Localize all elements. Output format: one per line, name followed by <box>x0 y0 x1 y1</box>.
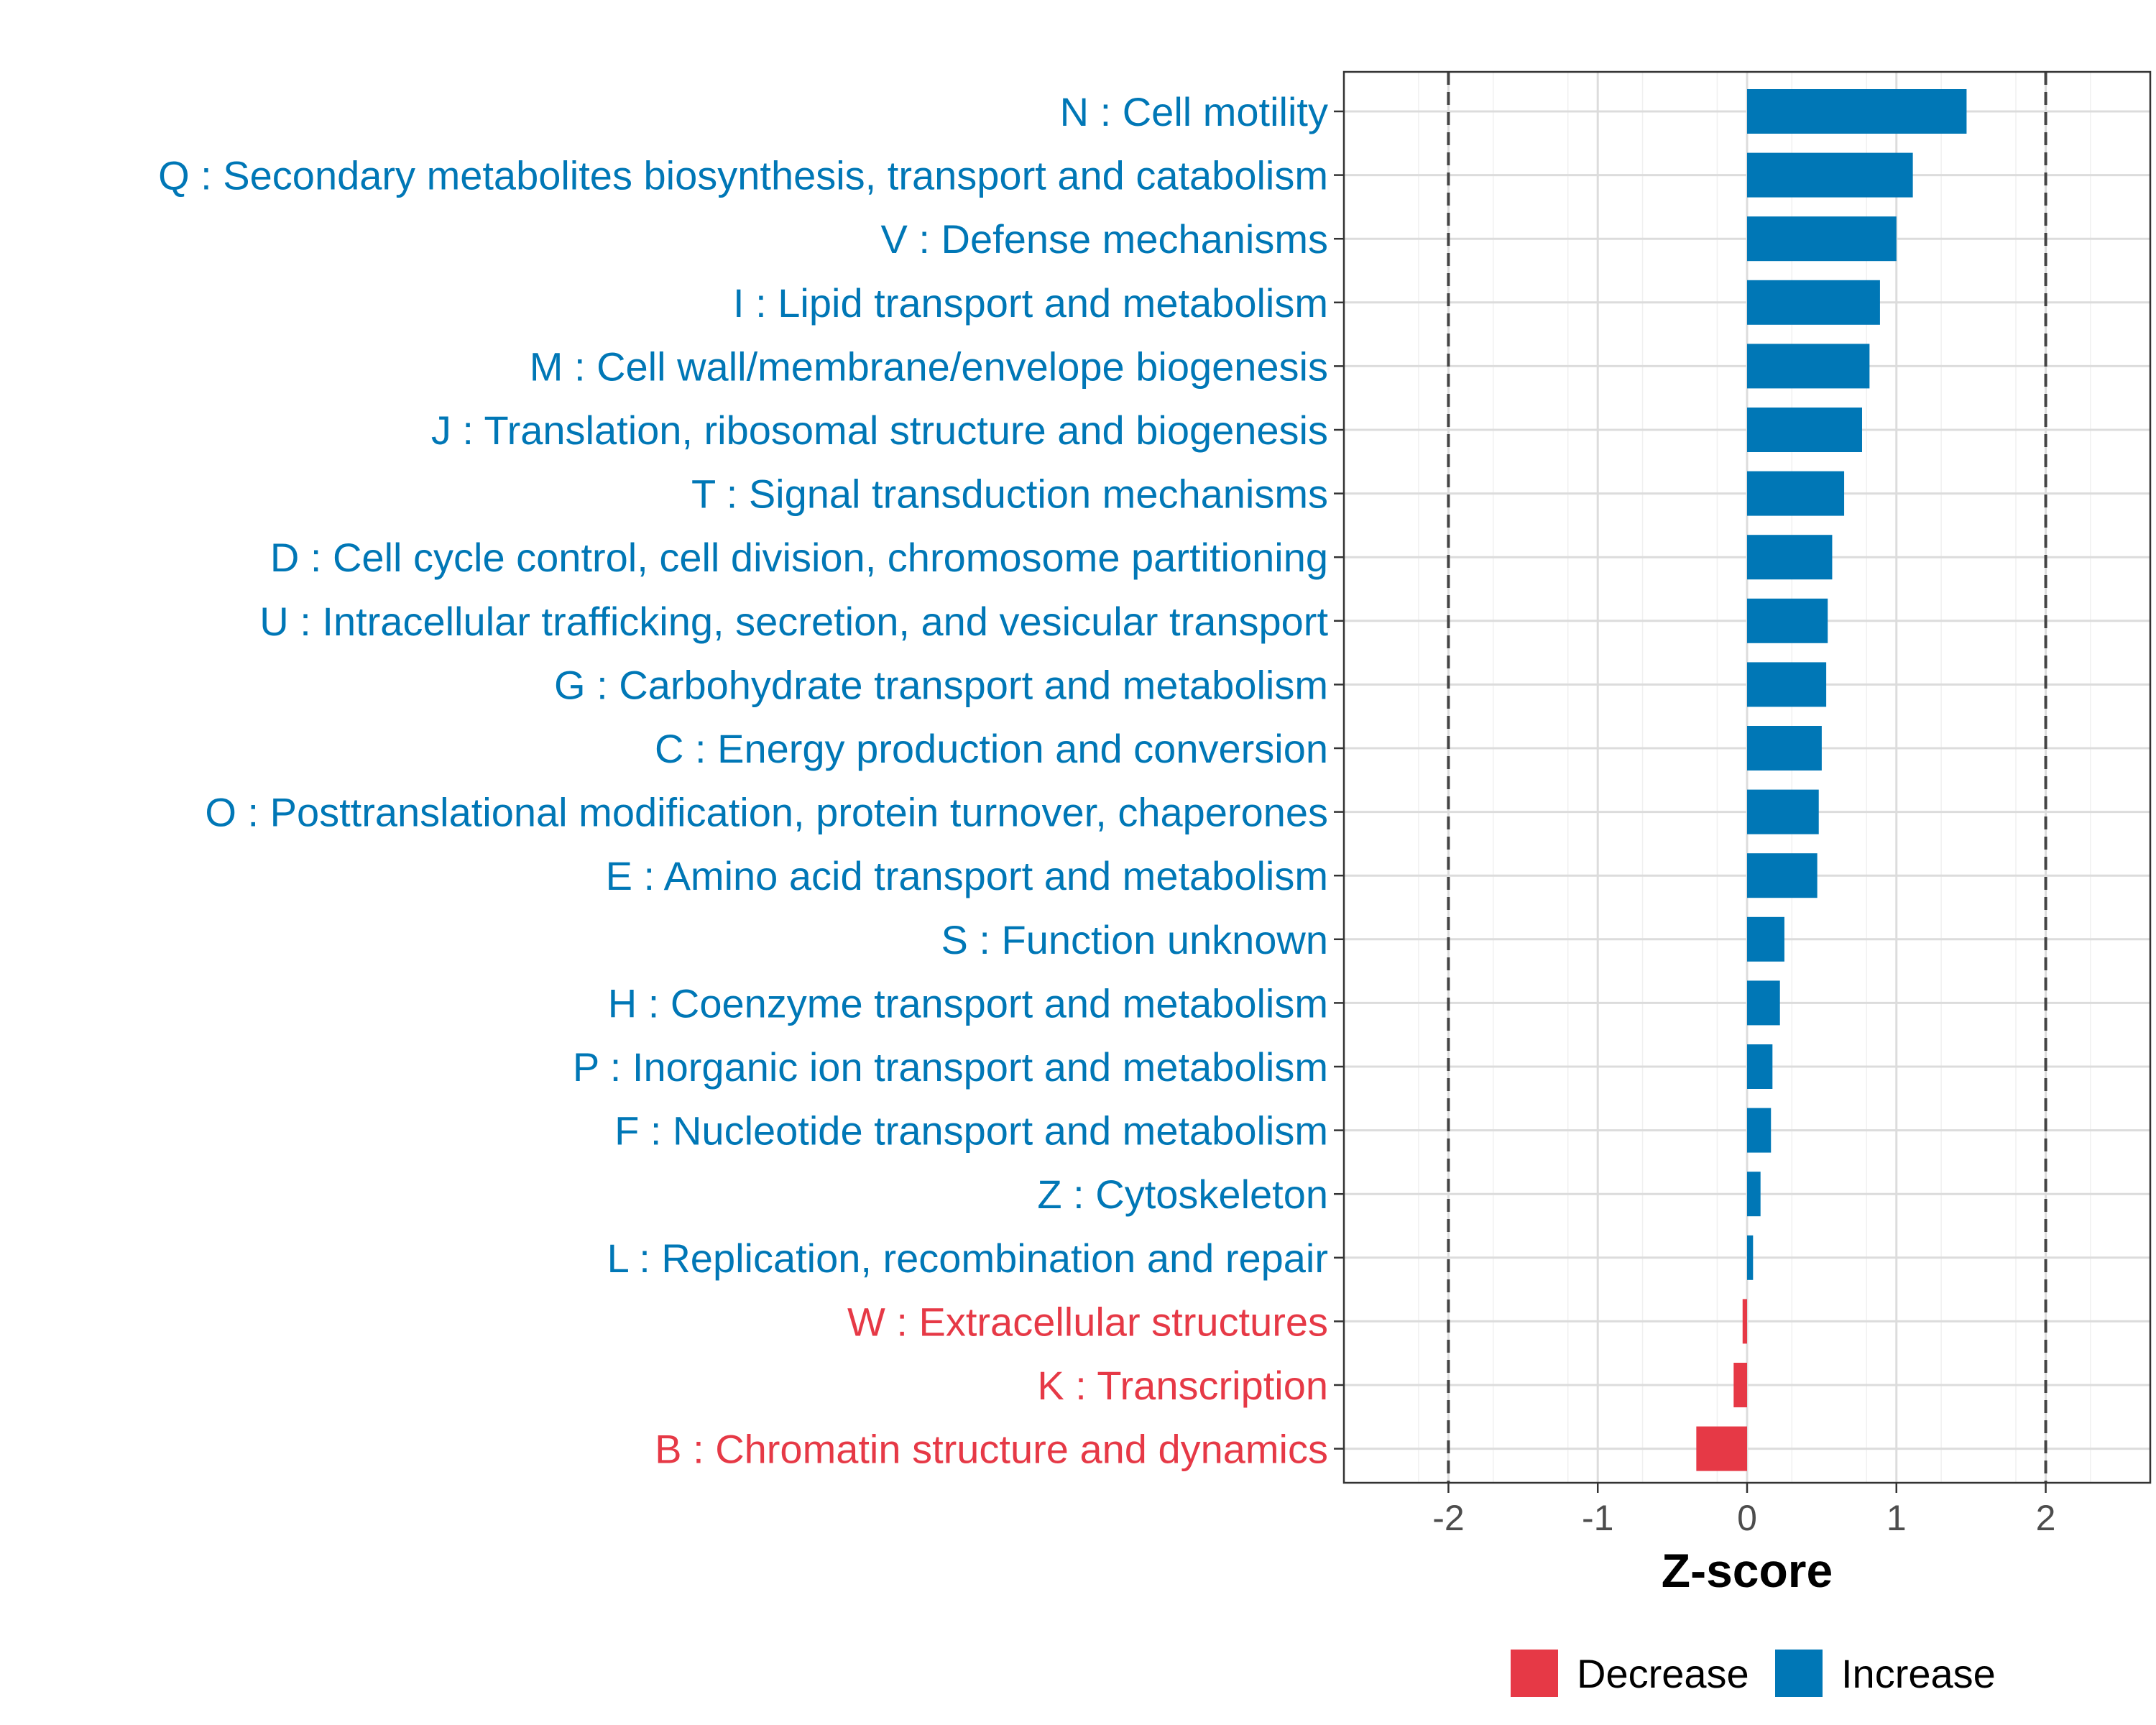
bars <box>1696 89 1967 1471</box>
category-label: E : Amino acid transport and metabolism <box>606 853 1328 898</box>
category-labels: N : Cell motility Q : Secondary metabolit… <box>158 89 1328 1472</box>
category-label: W : Extracellular structures <box>847 1299 1328 1344</box>
bar <box>1747 853 1818 898</box>
category-label: M : Cell wall/membrane/envelope biogenes… <box>530 344 1328 389</box>
bar <box>1747 471 1845 516</box>
category-label: P : Inorganic ion transport and metaboli… <box>573 1044 1328 1090</box>
category-label: G : Carbohydrate transport and metabolis… <box>554 662 1328 707</box>
bar <box>1747 598 1828 643</box>
bar <box>1747 1172 1761 1217</box>
y-axis-ticks <box>1334 110 1344 1450</box>
category-label: Q : Secondary metabolites biosynthesis, … <box>158 153 1328 198</box>
legend: Decrease Increase <box>1511 1650 1996 1697</box>
category-label: B : Chromatin structure and dynamics <box>655 1427 1328 1472</box>
reference-lines <box>1447 72 2047 1483</box>
legend-label-increase: Increase <box>1841 1651 1996 1696</box>
bar <box>1733 1363 1747 1407</box>
category-label: F : Nucleotide transport and metabolism <box>614 1108 1328 1154</box>
legend-key-decrease <box>1511 1650 1558 1697</box>
x-axis-ticks: -2 -1 0 1 2 <box>1432 1483 2055 1538</box>
category-label: K : Transcription <box>1037 1363 1328 1408</box>
category-label: V : Defense mechanisms <box>881 216 1328 262</box>
bar <box>1747 1044 1773 1089</box>
bar <box>1747 280 1880 325</box>
category-label: N : Cell motility <box>1060 89 1328 134</box>
category-label: H : Coenzyme transport and metabolism <box>608 980 1328 1026</box>
x-tick-label: 1 <box>1886 1498 1907 1538</box>
category-label: S : Function unknown <box>941 917 1328 962</box>
category-label: D : Cell cycle control, cell division, c… <box>270 535 1328 580</box>
category-label: O : Posttranslational modification, prot… <box>205 790 1328 835</box>
bar <box>1696 1426 1747 1471</box>
x-tick-label: -2 <box>1432 1498 1464 1538</box>
bar <box>1747 726 1822 770</box>
bar <box>1747 152 1913 198</box>
bar <box>1742 1299 1747 1344</box>
x-tick-label: 2 <box>2036 1498 2056 1538</box>
bar <box>1747 535 1833 580</box>
bar <box>1747 1235 1754 1280</box>
x-axis-title: Z-score <box>1662 1544 1833 1597</box>
bar <box>1747 789 1819 834</box>
legend-label-decrease: Decrease <box>1577 1651 1749 1696</box>
bar <box>1747 216 1897 262</box>
category-label: L : Replication, recombination and repai… <box>607 1236 1328 1281</box>
bar <box>1747 408 1862 452</box>
bar <box>1747 662 1827 707</box>
x-tick-label: 0 <box>1737 1498 1757 1538</box>
legend-key-increase <box>1775 1650 1823 1697</box>
category-label: C : Energy production and conversion <box>655 726 1328 771</box>
category-label: U : Intracellular trafficking, secretion… <box>259 599 1328 644</box>
x-tick-label: -1 <box>1582 1498 1613 1538</box>
bar <box>1747 1108 1772 1153</box>
bar <box>1747 980 1780 1026</box>
category-label: J : Translation, ribosomal structure and… <box>431 408 1328 453</box>
bar <box>1747 89 1967 134</box>
bar <box>1747 916 1784 962</box>
category-label: T : Signal transduction mechanisms <box>691 472 1328 517</box>
category-label: I : Lipid transport and metabolism <box>733 280 1328 326</box>
bar <box>1747 344 1870 389</box>
category-label: Z : Cytoskeleton <box>1037 1172 1328 1217</box>
